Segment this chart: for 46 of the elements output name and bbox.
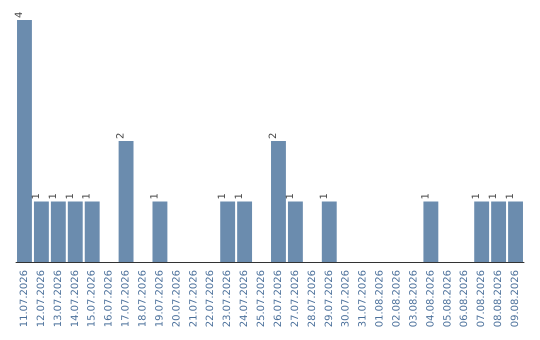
data-label: 1	[149, 193, 160, 200]
data-label: 1	[471, 193, 482, 200]
x-tick-label: 09.08.2026	[510, 270, 522, 328]
data-label: 1	[420, 193, 432, 200]
x-tick-label: 17.07.2026	[120, 270, 132, 328]
x-tick-label: 11.07.2026	[18, 270, 30, 328]
x-tick-label: 13.07.2026	[52, 270, 64, 328]
x-tick-label: 28.07.2026	[306, 270, 318, 328]
x-tick-label: 20.07.2026	[171, 270, 182, 328]
x-tick-label: 05.08.2026	[442, 270, 454, 328]
data-label: 1	[284, 193, 296, 200]
x-tick-label: 19.07.2026	[154, 270, 166, 328]
data-label: 1	[30, 193, 42, 200]
x-tick-label: 02.08.2026	[392, 270, 402, 328]
data-label: 2	[268, 132, 279, 139]
x-tick-label: 12.07.2026	[36, 270, 47, 328]
x-tick-label: 22.07.2026	[205, 270, 216, 328]
x-tick-label: 30.07.2026	[340, 270, 352, 328]
x-tick-label: 29.07.2026	[324, 270, 335, 328]
x-tick-label: 04.08.2026	[425, 270, 436, 328]
data-label: 4	[14, 12, 25, 18]
data-label: 1	[217, 193, 228, 200]
data-label: 1	[64, 193, 76, 200]
x-tick-label: 23.07.2026	[222, 270, 234, 328]
data-label: 1	[505, 193, 516, 200]
x-tick-label: 01.08.2026	[374, 270, 386, 328]
data-label: 1	[318, 193, 330, 200]
x-tick-label: 31.07.2026	[358, 270, 369, 328]
data-label: 1	[488, 193, 500, 200]
x-tick-label: 14.07.2026	[70, 270, 81, 328]
x-tick-label: 24.07.2026	[239, 270, 250, 328]
data-label: 1	[234, 193, 246, 200]
x-tick-label: 16.07.2026	[104, 270, 115, 328]
x-tick-label: 03.08.2026	[408, 270, 420, 328]
x-tick-label: 26.07.2026	[272, 270, 284, 328]
x-tick-label: 21.07.2026	[188, 270, 200, 328]
data-label: 2	[116, 132, 127, 139]
data-label: 1	[82, 193, 93, 200]
x-tick-label: 15.07.2026	[86, 270, 98, 328]
x-tick-label: 25.07.2026	[256, 270, 268, 328]
data-label: 1	[48, 193, 59, 200]
x-tick-label: 07.08.2026	[476, 270, 488, 328]
x-tick-label: 18.07.2026	[138, 270, 148, 328]
x-tick-label: 27.07.2026	[290, 270, 301, 328]
x-tick-label: 06.08.2026	[459, 270, 470, 328]
x-tick-label: 08.08.2026	[493, 270, 504, 328]
